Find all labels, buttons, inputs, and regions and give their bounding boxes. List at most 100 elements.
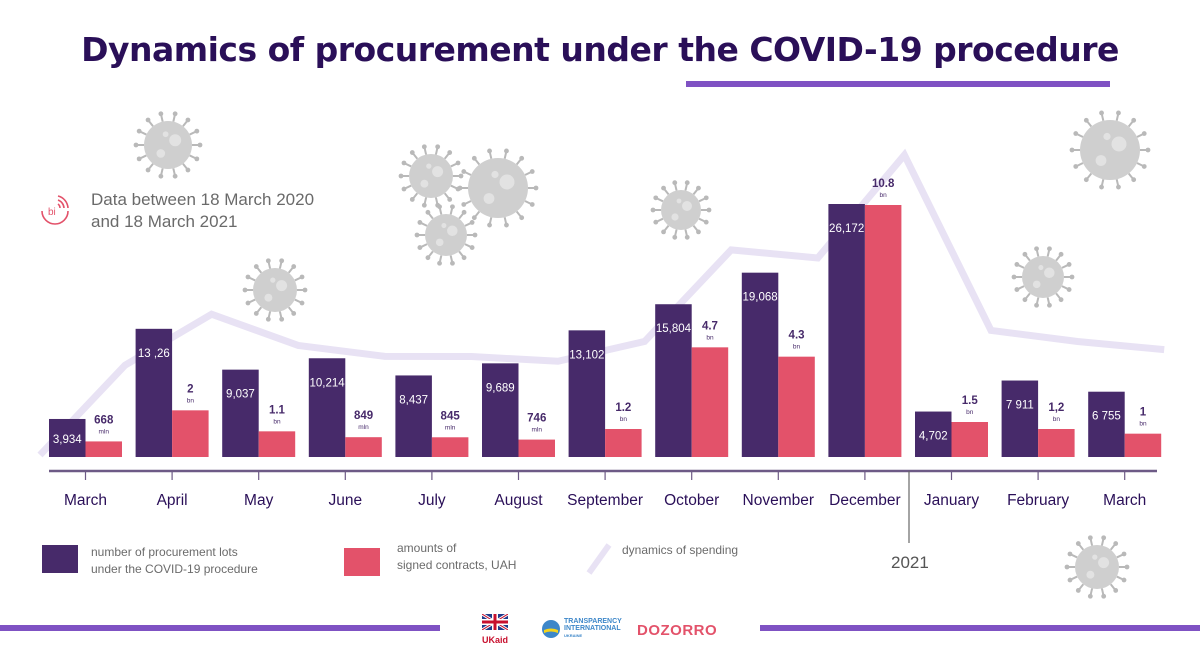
- label-lots-12: 6 755: [1092, 411, 1121, 423]
- x-tick-label-5: August: [494, 492, 543, 509]
- bar-amounts-1: [172, 410, 209, 457]
- chart-title: Dynamics of procurement under the COVID-…: [81, 30, 1119, 69]
- x-tick-label-2: May: [244, 492, 274, 509]
- label-lots-0: 3,934: [53, 434, 82, 446]
- virus-icon: [456, 146, 540, 235]
- legend-amounts-line2: signed contracts, UAH: [397, 558, 517, 572]
- legend-swatch-amounts: [344, 548, 380, 576]
- label-amount-12: 1: [1140, 407, 1147, 419]
- label-lots-4: 8,437: [399, 394, 428, 406]
- year-label: 2021: [891, 553, 929, 572]
- label-amount-3: 849: [354, 410, 373, 422]
- label-amount-unit-1: bn: [187, 397, 195, 404]
- bar-lots-11: [1001, 380, 1039, 457]
- bar-lots-8: [741, 272, 779, 457]
- x-tick-label-4: July: [418, 492, 446, 509]
- bar-amounts-10: [951, 422, 988, 457]
- bar-lots-2: [222, 369, 259, 457]
- legend-label-lots: number of procurement lots under the COV…: [91, 544, 258, 578]
- label-amount-8: 4.3: [789, 330, 805, 342]
- bar-lots-12: [1088, 391, 1125, 457]
- bar-amounts-11: [1038, 429, 1075, 457]
- bar-lots-10: [915, 411, 952, 457]
- label-lots-11: 7 911: [1006, 400, 1034, 412]
- x-tick-label-12: March: [1103, 492, 1146, 509]
- legend-swatch-spending: [586, 543, 612, 575]
- ti-globe-icon: [542, 619, 560, 638]
- label-lots-2: 9,037: [226, 389, 255, 401]
- label-amount-5: 746: [527, 413, 546, 425]
- title-underline: [686, 81, 1110, 87]
- label-amount-unit-11: bn: [1053, 416, 1061, 423]
- bar-lots-3: [308, 358, 346, 457]
- label-amount-unit-12: bn: [1139, 421, 1147, 428]
- x-tick-label-11: February: [1007, 492, 1069, 509]
- label-lots-9: 26,172: [829, 223, 864, 235]
- bar-amounts-9: [864, 205, 902, 457]
- legend-label-spending: dynamics of spending: [622, 543, 739, 557]
- dozorro-logo: DOZORRO: [637, 622, 718, 639]
- virus-icon: [413, 202, 479, 273]
- label-amount-0: 668: [94, 414, 114, 426]
- label-lots-3: 10,214: [309, 377, 345, 389]
- virus-icon: [1063, 533, 1131, 606]
- label-amount-1: 2: [187, 383, 193, 395]
- bar-amounts-0: [85, 441, 122, 457]
- label-amount-unit-0: mln: [99, 428, 110, 435]
- data-range-note: Data between 18 March 2020 and 18 March …: [91, 189, 314, 233]
- bar-amounts-8: [778, 356, 815, 457]
- virus-icon: [649, 178, 713, 247]
- x-tick-label-7: October: [664, 492, 719, 509]
- label-lots-6: 13,102: [569, 349, 604, 361]
- bar-lots-7: [655, 304, 692, 457]
- bar-lots-6: [568, 330, 606, 457]
- ukaid-logo: UKaid: [481, 612, 512, 645]
- label-amount-10: 1.5: [962, 395, 979, 407]
- data-range-line1: Data between 18 March 2020: [91, 190, 315, 209]
- footer-bar-left: [0, 625, 440, 631]
- x-tick-label-6: September: [567, 492, 643, 509]
- label-lots-5: 9,689: [486, 382, 515, 394]
- label-amount-unit-8: bn: [793, 344, 801, 351]
- x-tick-label-8: November: [743, 492, 815, 509]
- label-amount-4: 845: [441, 410, 461, 422]
- label-amount-6: 1.2: [615, 402, 631, 414]
- virus-icon: [1010, 244, 1076, 315]
- virus-icon: [132, 109, 204, 186]
- legend-amounts-line1: amounts of: [397, 541, 457, 555]
- bi-logo-text: bi: [48, 207, 56, 218]
- bar-amounts-3: [345, 437, 382, 457]
- legend-lots-line1: number of procurement lots: [91, 545, 238, 559]
- uk-flag-icon: [481, 612, 509, 632]
- label-amount-unit-2: bn: [273, 418, 281, 425]
- legend-swatch-lots: [42, 545, 78, 573]
- label-amount-2: 1.1: [269, 404, 286, 416]
- label-amount-7: 4.7: [702, 320, 718, 332]
- legend-lots-line2: under the COVID-19 procedure: [91, 562, 258, 576]
- bar-amounts-4: [431, 437, 469, 457]
- ti-text-line3: UKRAINE: [564, 633, 583, 638]
- label-amount-11: 1,2: [1048, 402, 1064, 414]
- label-lots-7: 15,804: [656, 323, 692, 335]
- virus-icon: [241, 256, 309, 329]
- ukaid-text: UKaid: [482, 635, 509, 645]
- virus-icon: [397, 142, 465, 215]
- label-amount-unit-4: mln: [445, 424, 456, 431]
- label-lots-8: 19,068: [742, 292, 777, 304]
- x-tick-label-9: December: [829, 492, 901, 509]
- footer-bar-right: [760, 625, 1200, 631]
- label-amount-unit-3: mln: [358, 424, 369, 431]
- bar-amounts-5: [518, 439, 555, 457]
- bar-amounts-6: [605, 429, 642, 457]
- transparency-international-logo: TRANSPARENCY INTERNATIONAL UKRAINE: [541, 618, 622, 639]
- bar-lots-0: [49, 418, 86, 457]
- label-amount-unit-7: bn: [706, 334, 714, 341]
- bar-amounts-12: [1124, 433, 1162, 457]
- label-amount-unit-9: bn: [880, 192, 888, 199]
- bi-logo-icon: bi: [41, 195, 69, 225]
- label-lots-1: 13 ,26: [138, 348, 170, 360]
- ti-text-line2: INTERNATIONAL: [564, 625, 621, 632]
- bar-amounts-7: [691, 347, 729, 457]
- x-tick-label-3: June: [328, 492, 362, 509]
